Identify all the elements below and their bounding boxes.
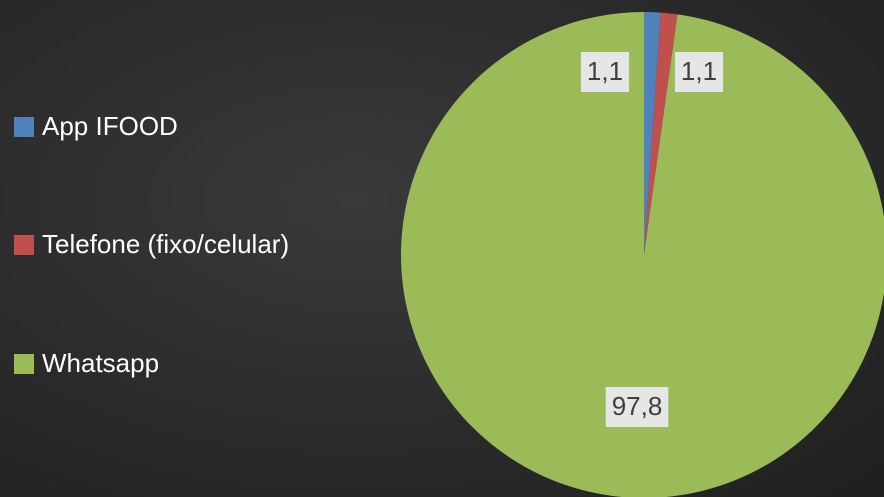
legend-swatch	[14, 354, 34, 374]
legend-label: Whatsapp	[42, 348, 159, 378]
legend-swatch	[14, 117, 34, 137]
legend-swatch	[14, 235, 34, 255]
pie-slice	[401, 12, 884, 497]
data-label: 1,1	[681, 56, 717, 86]
data-label: 97,8	[612, 391, 663, 421]
data-label-box	[674, 52, 724, 92]
data-label-box	[605, 387, 669, 427]
pie-slice	[644, 12, 678, 256]
data-label: 1,1	[587, 56, 623, 86]
legend-label: Telefone (fixo/celular)	[42, 229, 289, 259]
data-label-box	[580, 52, 630, 92]
pie-slice	[644, 12, 661, 255]
legend-label: App IFOOD	[42, 111, 178, 141]
